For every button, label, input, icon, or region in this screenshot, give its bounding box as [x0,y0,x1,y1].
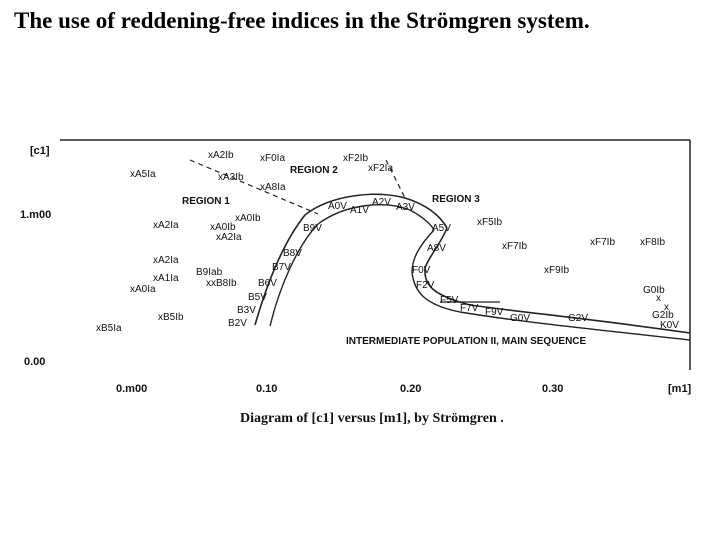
star-label: G0Ib [643,285,665,296]
star-label: xF9Ib [544,265,569,276]
star-label: A8V [427,243,446,254]
region-2-label: REGION 2 [290,165,338,176]
star-label: F2V [416,280,435,291]
star-label: xA0Ia [130,284,156,295]
star-label: B8V [283,248,302,259]
figure-caption: Diagram of [c1] versus [m1], by Strömgre… [240,411,504,426]
region-3-label: REGION 3 [432,194,480,205]
star-label: B5V [248,292,267,303]
star-label: B3V [237,305,256,316]
star-label: B9V [303,223,322,234]
star-label: B6V [258,278,277,289]
y-axis-label: [c1] [30,145,50,157]
star-label: xA0Ib [235,213,261,224]
star-label: xA0Ib [210,222,236,233]
star-label: xA3Ib [218,172,244,183]
star-label: xB5Ia [96,323,122,334]
star-label: xF0Ia [260,153,285,164]
region-boundary-2 [385,159,406,199]
star-label: xA1Ia [153,273,179,284]
star-label: xF7Ib [502,241,527,252]
star-label: B2V [228,318,247,329]
star-marker: x [664,302,669,313]
star-label: K0V [660,320,679,331]
star-label: G2V [568,313,588,324]
star-label: B9Iab [196,267,223,278]
star-label: xA2Ia [216,232,242,243]
star-label: A0V [328,201,347,212]
star-label: B7V [272,262,291,273]
x-axis-label: [m1] [668,383,692,395]
star-label: xF2Ib [343,153,368,164]
x-tick-0: 0.m00 [116,383,147,395]
star-label: xA2Ia [153,255,179,266]
star-label: xF2Ia [368,163,393,174]
star-label: F0V [412,265,431,276]
x-tick-020: 0.20 [400,383,421,395]
y-tick-1: 1.m00 [20,209,51,221]
star-label: xxB8Ib [206,278,237,289]
sequence-upper-left [254,193,448,326]
sequence-lower-right [411,229,691,341]
star-label: F5V [440,295,459,306]
region-1-label: REGION 1 [182,196,230,207]
x-tick-030: 0.30 [542,383,563,395]
star-labels: xA2Ib xF0Ia xF2Ib xF2Ia xA5Ia xA3Ib xA8I… [96,150,679,334]
slide-title: The use of reddening-free indices in the… [14,8,590,33]
star-label: xF8Ib [640,237,665,248]
star-label: xA5Ia [130,169,156,180]
star-label: G2Ib [652,310,674,321]
star-label: xA2Ia [153,220,179,231]
star-label: A2V [372,197,391,208]
star-label: F9V [485,307,504,318]
star-label: xA2Ib [208,150,234,161]
star-label: A1V [350,205,369,216]
star-label: G0V [510,313,530,324]
star-label: xA8Ia [260,182,286,193]
star-label: xB5Ib [158,312,184,323]
sequence-lower-left [269,204,435,327]
star-label: A5V [432,223,451,234]
star-label: xF7Ib [590,237,615,248]
y-tick-0: 0.00 [24,356,45,368]
sequence-label: INTERMEDIATE POPULATION II, MAIN SEQUENC… [346,336,587,347]
star-marker: x [656,293,661,304]
star-label: F7V [460,303,479,314]
star-label: A3V [396,202,415,213]
x-tick-010: 0.10 [256,383,277,395]
star-label: xF5Ib [477,217,502,228]
